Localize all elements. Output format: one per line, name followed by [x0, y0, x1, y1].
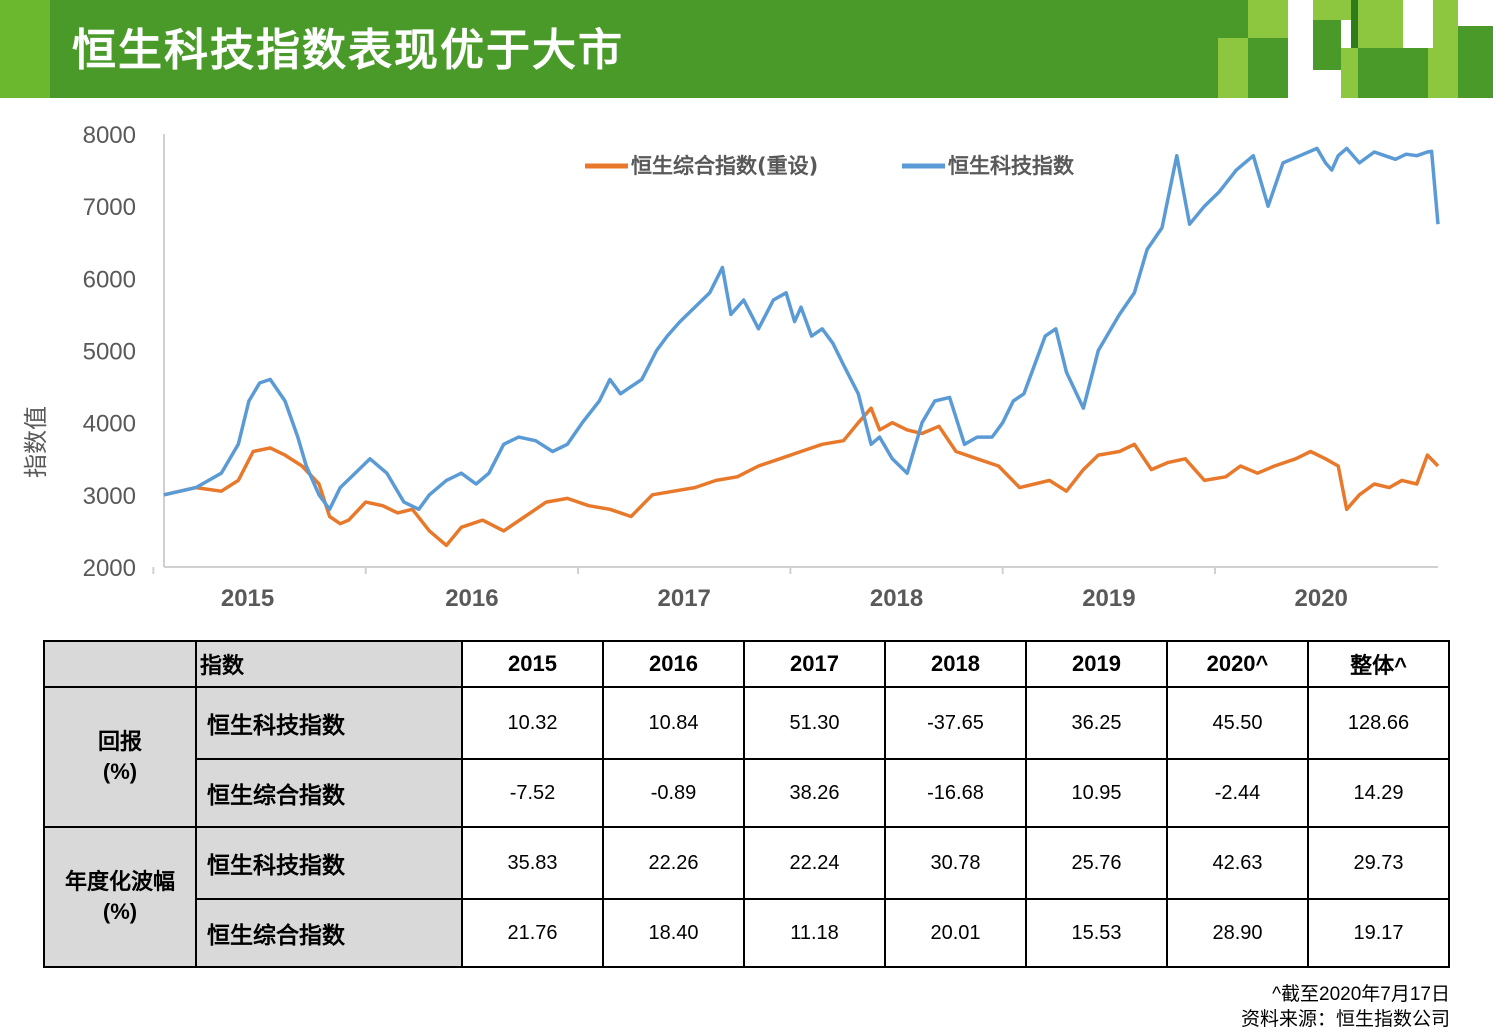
table-cell: 29.73 — [1307, 826, 1450, 900]
table-cell: 15.53 — [1025, 898, 1168, 968]
table-cell: 10.32 — [461, 686, 604, 760]
table-cell: 10.95 — [1025, 758, 1168, 828]
table-cell: -2.44 — [1166, 758, 1309, 828]
table-cell: 21.76 — [461, 898, 604, 968]
header-year: 2020^ — [1166, 640, 1309, 688]
y-tick-label: 4000 — [83, 411, 136, 438]
decorative-squares — [1218, 0, 1493, 98]
table-cell: 25.76 — [1025, 826, 1168, 900]
title-bar: 恒生科技指数表现优于大市 — [0, 0, 1493, 98]
x-tick-labels: 2015 2016 2017 2018 2019 2020 — [152, 567, 1348, 612]
table-cell: 128.66 — [1307, 686, 1450, 760]
header-year: 2017 — [743, 640, 886, 688]
y-tick-label: 5000 — [83, 339, 136, 366]
table-cell: 51.30 — [743, 686, 886, 760]
table-cell: 45.50 — [1166, 686, 1309, 760]
series-line-composite — [163, 406, 1440, 548]
table-row: 回报 (%) 恒生科技指数 10.32 10.84 51.30 -37.65 3… — [43, 686, 1450, 828]
table-cell: 28.90 — [1166, 898, 1309, 968]
y-tick-label: 2000 — [83, 555, 136, 582]
legend: 恒生综合指数(重设) 恒生科技指数 — [585, 154, 1075, 178]
table-cell: 10.84 — [602, 686, 745, 760]
table-cell: 36.25 — [1025, 686, 1168, 760]
footnote-asof: ^截至2020年7月17日 — [1272, 984, 1450, 1005]
group-label: 回报 — [97, 729, 142, 754]
footnote: ^截至2020年7月17日 资料来源：恒生指数公司 — [1241, 982, 1450, 1032]
table-row: 恒生综合指数 -7.52 -0.89 38.26 -16.68 10.95 -2… — [44, 758, 1450, 828]
table-cell: -7.52 — [461, 758, 604, 828]
table-cell: 18.40 — [602, 898, 745, 968]
series-line-tech — [163, 146, 1440, 512]
group-unit: (%) — [102, 899, 138, 924]
group-label: 年度化波幅 — [64, 869, 175, 894]
row-name: 恒生科技指数 — [195, 826, 463, 900]
table-cell: 19.17 — [1307, 898, 1450, 968]
table-cell: 38.26 — [743, 758, 886, 828]
table-cell: 14.29 — [1307, 758, 1450, 828]
table-cell: 35.83 — [461, 826, 604, 900]
row-name: 恒生科技指数 — [195, 686, 463, 760]
row-name: 恒生综合指数 — [195, 898, 463, 968]
table-corner — [43, 640, 197, 688]
header-index: 指数 — [195, 640, 463, 688]
row-name: 恒生综合指数 — [195, 758, 463, 828]
table-cell: 30.78 — [884, 826, 1027, 900]
header-year: 2016 — [602, 640, 745, 688]
y-tick-label: 8000 — [83, 122, 136, 149]
y-tick-label: 7000 — [83, 194, 136, 221]
y-axis-label: 指数值 — [23, 406, 50, 478]
x-tick-label: 2015 — [221, 585, 274, 612]
header-overall: 整体^ — [1307, 640, 1450, 688]
header-year: 2019 — [1025, 640, 1168, 688]
title-bar-accent — [0, 0, 50, 98]
x-tick-label: 2020 — [1295, 585, 1348, 612]
x-tick-label: 2016 — [445, 585, 498, 612]
table-cell: 11.18 — [743, 898, 886, 968]
header-year: 2015 — [461, 640, 604, 688]
table-cell: -0.89 — [602, 758, 745, 828]
table-cell: -16.68 — [884, 758, 1027, 828]
y-tick-label: 3000 — [83, 483, 136, 510]
y-tick-label: 6000 — [83, 266, 136, 293]
x-tick-label: 2018 — [870, 585, 923, 612]
x-tick-label: 2017 — [658, 585, 711, 612]
slide-title: 恒生科技指数表现优于大市 — [72, 25, 624, 76]
group-volatility: 年度化波幅 (%) — [43, 826, 197, 968]
header-year: 2018 — [884, 640, 1027, 688]
table-cell: 20.01 — [884, 898, 1027, 968]
x-tick-label: 2019 — [1082, 585, 1135, 612]
series-lines — [163, 146, 1440, 548]
table-cell: 22.26 — [602, 826, 745, 900]
table-row: 恒生综合指数 21.76 18.40 11.18 20.01 15.53 28.… — [44, 898, 1450, 968]
table-cell: 22.24 — [743, 826, 886, 900]
group-return: 回报 (%) — [43, 686, 197, 828]
performance-table: 指数 2015 2016 2017 2018 2019 2020^ 整体^ 回报… — [43, 640, 1450, 968]
legend-label-tech: 恒生科技指数 — [948, 154, 1075, 178]
table-header-row: 指数 2015 2016 2017 2018 2019 2020^ 整体^ — [43, 640, 1450, 688]
table-cell: 42.63 — [1166, 826, 1309, 900]
legend-label-composite: 恒生综合指数(重设) — [631, 154, 818, 178]
table-cell: -37.65 — [884, 686, 1027, 760]
footnote-source: 资料来源：恒生指数公司 — [1240, 1009, 1450, 1030]
table-row: 年度化波幅 (%) 恒生科技指数 35.83 22.26 22.24 30.78… — [43, 826, 1450, 968]
group-unit: (%) — [102, 759, 138, 784]
y-tick-labels: 2000 3000 4000 5000 6000 7000 8000 — [83, 122, 136, 582]
